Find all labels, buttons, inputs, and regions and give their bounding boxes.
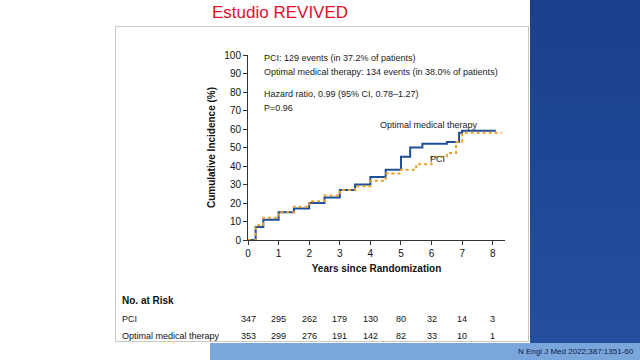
svg-text:262: 262 <box>302 314 317 324</box>
svg-text:14: 14 <box>457 314 467 324</box>
svg-text:5: 5 <box>398 248 404 259</box>
svg-text:80: 80 <box>230 87 242 98</box>
svg-text:Cumulative Incidence (%): Cumulative Incidence (%) <box>206 87 217 208</box>
svg-text:299: 299 <box>271 331 286 341</box>
svg-text:6: 6 <box>429 248 435 259</box>
svg-text:60: 60 <box>230 124 242 135</box>
svg-text:8: 8 <box>490 248 496 259</box>
svg-text:Optimal medical therapy: Optimal medical therapy <box>122 331 220 341</box>
svg-text:10: 10 <box>457 331 467 341</box>
svg-text:80: 80 <box>396 314 406 324</box>
svg-text:1: 1 <box>276 248 282 259</box>
svg-text:Estudio REVIVED: Estudio REVIVED <box>212 3 348 22</box>
svg-text:3: 3 <box>490 314 495 324</box>
svg-text:20: 20 <box>230 198 242 209</box>
svg-text:1: 1 <box>490 331 495 341</box>
svg-text:Years since Randomization: Years since Randomization <box>312 263 442 274</box>
svg-text:Hazard ratio, 0.99 (95% CI, 0.: Hazard ratio, 0.99 (95% CI, 0.78–1.27) <box>264 89 419 99</box>
svg-text:2: 2 <box>306 248 312 259</box>
svg-text:142: 142 <box>363 331 378 341</box>
svg-text:50: 50 <box>230 142 242 153</box>
svg-text:295: 295 <box>271 314 286 324</box>
svg-text:0: 0 <box>245 248 251 259</box>
svg-text:179: 179 <box>332 314 347 324</box>
svg-text:33: 33 <box>427 331 437 341</box>
svg-text:191: 191 <box>332 331 347 341</box>
svg-text:130: 130 <box>363 314 378 324</box>
svg-text:No. at Risk: No. at Risk <box>122 295 174 306</box>
svg-text:10: 10 <box>230 216 242 227</box>
svg-text:82: 82 <box>396 331 406 341</box>
svg-text:P=0.96: P=0.96 <box>264 103 293 113</box>
svg-text:7: 7 <box>459 248 465 259</box>
svg-text:PCI: PCI <box>122 314 137 324</box>
svg-text:90: 90 <box>230 68 242 79</box>
svg-text:40: 40 <box>230 161 242 172</box>
svg-text:32: 32 <box>427 314 437 324</box>
svg-text:PCI: 129 events (in 37.2% of p: PCI: 129 events (in 37.2% of patients) <box>264 53 416 63</box>
svg-text:347: 347 <box>241 314 256 324</box>
svg-text:276: 276 <box>302 331 317 341</box>
svg-text:PCI: PCI <box>430 154 445 164</box>
svg-text:Optimal medical therapy: Optimal medical therapy <box>380 120 478 130</box>
svg-text:30: 30 <box>230 179 242 190</box>
svg-text:4: 4 <box>368 248 374 259</box>
svg-text:70: 70 <box>230 105 242 116</box>
svg-text:353: 353 <box>241 331 256 341</box>
svg-text:Optimal medical therapy: 134 e: Optimal medical therapy: 134 events (in … <box>264 67 498 77</box>
svg-text:0: 0 <box>235 235 241 246</box>
svg-text:N Engl J Med 2022;387:1351-60: N Engl J Med 2022;387:1351-60 <box>518 347 634 356</box>
svg-text:3: 3 <box>337 248 343 259</box>
svg-text:100: 100 <box>224 50 241 61</box>
